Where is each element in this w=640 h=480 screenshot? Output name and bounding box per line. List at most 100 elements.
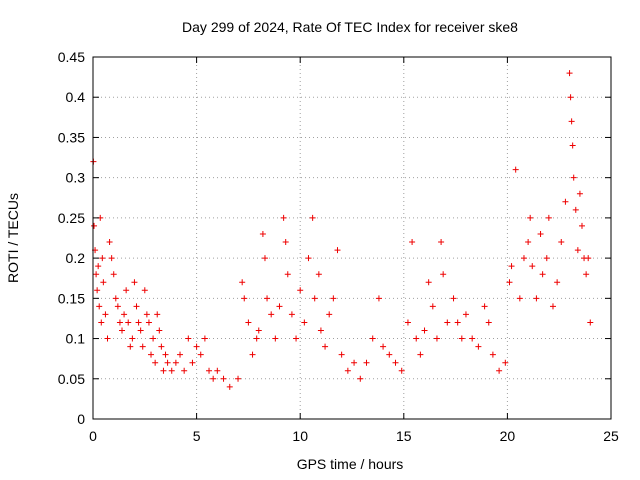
axis-ticks: 0 0.05 0.1 0.15 0.2 0.25 0.3 0.35 0.4 0.45 0 5 10 15 2…	[58, 49, 619, 444]
data-point	[344, 367, 351, 374]
data-point	[152, 359, 159, 366]
data-point	[574, 247, 581, 254]
y-tick-label: 0.4	[66, 89, 86, 105]
data-point	[392, 359, 399, 366]
data-point	[108, 255, 115, 262]
data-point	[317, 327, 324, 334]
data-point	[181, 367, 188, 374]
y-tick-label: 0.15	[58, 290, 85, 306]
data-point	[568, 118, 575, 125]
data-point	[462, 311, 469, 318]
data-point	[177, 351, 184, 358]
data-point	[305, 255, 312, 262]
data-point	[330, 295, 337, 302]
data-point	[444, 319, 451, 326]
data-point	[533, 295, 540, 302]
data-point	[578, 222, 585, 229]
data-point	[506, 279, 513, 286]
data-point	[454, 319, 461, 326]
data-point	[135, 319, 142, 326]
data-point	[309, 214, 316, 221]
data-point	[417, 351, 424, 358]
data-point	[489, 351, 496, 358]
data-point	[160, 367, 167, 374]
data-point	[156, 327, 163, 334]
data-point	[404, 319, 411, 326]
data-point	[326, 311, 333, 318]
data-point	[158, 343, 165, 350]
data-point	[527, 214, 534, 221]
data-point	[539, 271, 546, 278]
data-point	[114, 303, 121, 310]
data-point	[357, 375, 364, 382]
data-point	[566, 70, 573, 77]
data-point	[93, 271, 100, 278]
data-point	[162, 351, 169, 358]
data-point	[255, 327, 262, 334]
data-point	[585, 255, 592, 262]
data-point	[280, 214, 287, 221]
y-tick-label: 0.3	[66, 170, 86, 186]
data-point	[558, 239, 565, 246]
data-point	[249, 351, 256, 358]
data-point	[214, 367, 221, 374]
data-point	[220, 375, 227, 382]
data-point	[409, 239, 416, 246]
data-point	[145, 319, 152, 326]
data-point	[253, 335, 260, 342]
data-point	[110, 271, 117, 278]
data-point	[127, 343, 134, 350]
data-point	[433, 335, 440, 342]
data-point	[481, 303, 488, 310]
data-points	[90, 70, 594, 390]
data-point	[525, 239, 532, 246]
data-point	[338, 351, 345, 358]
data-point	[576, 190, 583, 197]
data-point	[375, 295, 382, 302]
data-point	[164, 359, 171, 366]
data-point	[288, 311, 295, 318]
x-tick-label: 10	[292, 428, 308, 444]
data-point	[543, 255, 550, 262]
data-point	[502, 359, 509, 366]
data-point	[139, 343, 146, 350]
data-point	[154, 311, 161, 318]
data-point	[141, 287, 148, 294]
data-point	[315, 271, 322, 278]
data-point	[293, 335, 300, 342]
data-point	[119, 327, 126, 334]
data-point	[549, 303, 556, 310]
data-point	[516, 295, 523, 302]
data-point	[311, 295, 318, 302]
data-point	[469, 335, 476, 342]
data-point	[235, 375, 242, 382]
chart-title: Day 299 of 2024, Rate Of TEC Index for r…	[182, 19, 518, 35]
data-point	[485, 319, 492, 326]
data-point	[369, 335, 376, 342]
data-point	[102, 311, 109, 318]
data-point	[94, 287, 101, 294]
data-point	[562, 198, 569, 205]
data-point	[272, 335, 279, 342]
data-point	[545, 214, 552, 221]
data-point	[261, 255, 268, 262]
data-point	[520, 255, 527, 262]
data-point	[106, 239, 113, 246]
data-point	[98, 319, 105, 326]
y-tick-label: 0.05	[58, 371, 85, 387]
data-point	[201, 335, 208, 342]
data-point	[276, 303, 283, 310]
data-point	[96, 303, 103, 310]
data-point	[508, 263, 515, 270]
data-point	[148, 351, 155, 358]
data-point	[529, 263, 536, 270]
data-point	[421, 327, 428, 334]
data-point	[569, 142, 576, 149]
data-point	[112, 295, 119, 302]
data-point	[189, 359, 196, 366]
data-point	[150, 335, 157, 342]
data-point	[458, 335, 465, 342]
data-point	[104, 335, 111, 342]
data-point	[245, 319, 252, 326]
